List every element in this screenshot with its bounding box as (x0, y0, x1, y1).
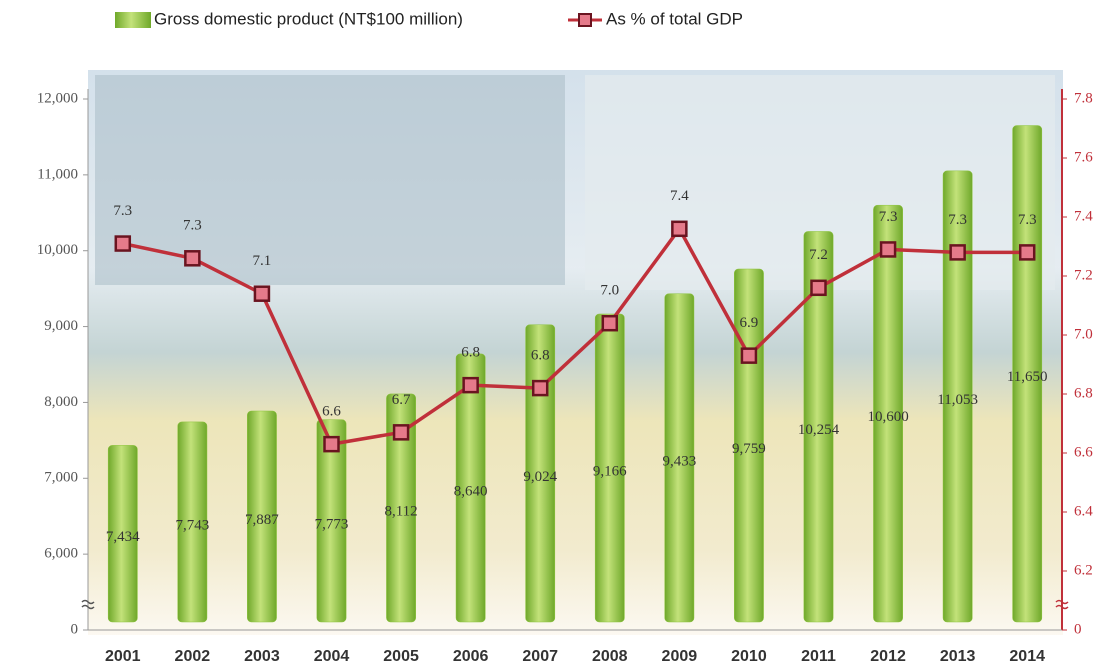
x-tick-label: 2014 (1009, 648, 1045, 665)
line-marker (879, 241, 897, 258)
line-label: 6.8 (461, 345, 480, 361)
bar (247, 410, 277, 623)
x-tick-label: 2002 (175, 648, 211, 665)
line-marker (462, 376, 479, 394)
x-tick-label: 2006 (453, 648, 489, 665)
line-label: 7.0 (600, 283, 619, 299)
y-tick-label: 12,000 (37, 90, 78, 106)
x-tick-label: 2013 (940, 648, 976, 665)
axis-break (1055, 604, 1069, 610)
bar (107, 445, 138, 623)
bar-label: 8,112 (384, 503, 417, 519)
bar-label: 7,434 (106, 529, 140, 545)
line-label: 7.2 (809, 247, 828, 263)
line-marker (392, 424, 410, 441)
photo-inset (95, 75, 565, 285)
bar (316, 419, 347, 623)
legend: Gross domestic product (NT$100 million) … (115, 9, 743, 28)
axis-break (81, 599, 95, 605)
bar-label: 9,759 (732, 441, 766, 457)
x-tick-label: 2001 (105, 648, 141, 665)
bar (942, 170, 973, 623)
line-marker (810, 279, 827, 297)
x-tick-label: 2010 (731, 648, 767, 665)
y2-tick-label: 6.4 (1074, 503, 1093, 519)
line-marker (184, 250, 201, 267)
bar (664, 293, 695, 623)
bar-label: 10,254 (798, 422, 840, 438)
y2-tick-label: 7.4 (1074, 208, 1093, 224)
bar-label: 7,743 (175, 517, 209, 533)
line-label: 7.3 (948, 212, 967, 228)
line-label: 6.6 (322, 404, 341, 420)
x-tick-label: 2007 (522, 648, 558, 665)
bar-label: 9,433 (662, 453, 696, 469)
y2-tick-label: 7.8 (1074, 90, 1093, 106)
line-label: 7.3 (183, 218, 202, 234)
bar-label: 9,166 (593, 463, 627, 479)
bar (177, 421, 208, 623)
line-label: 6.9 (740, 315, 759, 331)
line-marker (1018, 244, 1036, 261)
y2-tick-label: 7.0 (1074, 326, 1093, 342)
y-tick-label: 11,000 (37, 166, 78, 182)
bar-label: 9,024 (523, 469, 557, 485)
y-tick-label: 6,000 (44, 546, 78, 562)
legend-marker (578, 13, 592, 27)
line (122, 225, 1028, 447)
bar-label: 7,887 (245, 512, 279, 528)
y-tick-label: 10,000 (37, 242, 78, 258)
bar (594, 313, 625, 623)
line-label: 7.1 (253, 253, 272, 269)
bar (873, 204, 903, 623)
x-tick-label: 2009 (662, 648, 698, 665)
line-marker (601, 314, 619, 332)
line-marker (740, 347, 758, 364)
legend-label: As % of total GDP (606, 9, 743, 28)
line-marker (531, 379, 549, 397)
legend-label: Gross domestic product (NT$100 million) (154, 9, 463, 28)
x-tick-label: 2008 (592, 648, 628, 665)
y2-tick-label: 6.6 (1074, 444, 1093, 460)
line-label: 7.3 (879, 209, 898, 225)
y-tick-label: 8,000 (44, 394, 78, 410)
line-marker (114, 235, 132, 252)
line-marker (671, 220, 688, 238)
y2-tick-label: 7.2 (1074, 267, 1093, 283)
legend-swatch (115, 12, 151, 28)
x-tick-label: 2012 (870, 648, 906, 665)
bar-label: 10,600 (867, 409, 908, 425)
line-marker (323, 435, 340, 453)
bar-label: 11,650 (1007, 369, 1048, 385)
x-tick-label: 2005 (383, 648, 419, 665)
bar-label: 11,053 (937, 392, 978, 408)
bar (803, 231, 834, 623)
y-tick-label: 9,000 (44, 318, 78, 334)
bar (525, 324, 556, 623)
y-tick-label: 0 (71, 621, 79, 637)
y2-tick-label: 7.6 (1074, 149, 1093, 165)
bar (455, 353, 486, 623)
axis-break (81, 604, 95, 610)
y-tick-label: 7,000 (44, 470, 78, 486)
axis-break (1055, 599, 1069, 605)
line-marker (253, 285, 271, 302)
x-tick-label: 2004 (314, 648, 350, 665)
bar-label: 7,773 (315, 516, 349, 532)
line-marker (949, 244, 966, 261)
y2-tick-label: 0 (1074, 621, 1082, 637)
line-label: 7.3 (113, 203, 132, 219)
bar-label: 8,640 (454, 483, 488, 499)
line-label: 6.8 (531, 348, 550, 364)
line-label: 6.7 (392, 392, 411, 408)
line-label: 7.3 (1018, 212, 1037, 228)
x-tick-label: 2003 (244, 648, 280, 665)
bar (386, 393, 416, 623)
x-tick-label: 2011 (801, 648, 836, 665)
y2-tick-label: 6.8 (1074, 385, 1093, 401)
y2-tick-label: 6.2 (1074, 562, 1093, 578)
line-label: 7.4 (670, 188, 689, 204)
